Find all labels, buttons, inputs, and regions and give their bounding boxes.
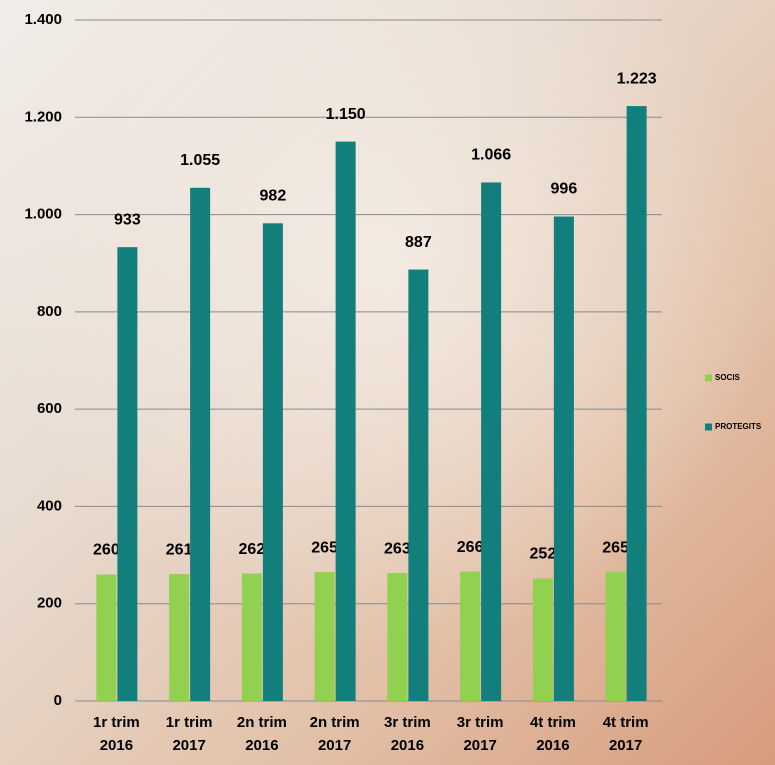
value-label: 1.223 <box>617 70 657 87</box>
x-tick-label: 2017 <box>609 737 642 754</box>
y-tick-label: 1.400 <box>24 11 62 28</box>
x-tick-label: 2016 <box>536 737 569 754</box>
bar <box>606 572 626 701</box>
y-tick-label: 200 <box>37 595 62 612</box>
x-tick-label: 4t trim <box>530 714 576 731</box>
value-label: 265 <box>602 539 629 556</box>
value-label: 265 <box>311 539 338 556</box>
value-label: 982 <box>260 188 287 205</box>
value-label: 933 <box>114 211 141 228</box>
value-label: 266 <box>457 539 484 556</box>
bar <box>117 247 137 701</box>
y-tick-label: 400 <box>37 497 62 514</box>
bar <box>460 572 480 701</box>
x-tick-label: 3r trim <box>384 714 431 731</box>
y-tick-label: 1.000 <box>24 206 62 223</box>
bar <box>263 223 283 701</box>
x-tick-label: 2n trim <box>237 714 287 731</box>
bar <box>315 572 335 701</box>
bar <box>242 574 262 701</box>
bar <box>336 142 356 701</box>
chart: 0 200 400 600 800 1.000 1.200 1.400 1r trim 2016 2… <box>0 0 775 765</box>
bar <box>481 182 501 701</box>
x-tick-label: 2016 <box>245 737 278 754</box>
legend-swatch <box>705 424 712 431</box>
value-label: 1.150 <box>326 106 366 123</box>
x-tick-label: 2016 <box>100 737 133 754</box>
y-tick-label: 1.200 <box>24 108 62 125</box>
value-label: 260 <box>93 542 120 559</box>
bar <box>554 217 574 701</box>
x-tick-label: 2017 <box>463 737 496 754</box>
value-label: 263 <box>384 540 411 557</box>
bar <box>387 573 407 701</box>
bar <box>533 578 553 701</box>
legend-swatch <box>705 375 712 382</box>
x-tick-label: 3r trim <box>457 714 504 731</box>
x-tick-label: 2016 <box>391 737 424 754</box>
y-tick-label: 0 <box>54 692 62 709</box>
bar <box>96 575 116 701</box>
value-label: 261 <box>166 541 193 558</box>
value-label: 996 <box>551 181 578 198</box>
bar <box>627 106 647 701</box>
y-tick-label: 600 <box>37 400 62 417</box>
value-label: 252 <box>530 546 557 563</box>
x-tick-label: 2017 <box>172 737 205 754</box>
y-tick-label: 800 <box>37 303 62 320</box>
x-tick-label: 4t trim <box>603 714 649 731</box>
value-label: 1.066 <box>471 147 511 164</box>
value-label: 887 <box>405 234 432 251</box>
value-label: 1.055 <box>180 152 220 169</box>
x-tick-label: 1r trim <box>166 714 213 731</box>
bar <box>169 574 189 701</box>
bar <box>190 188 210 701</box>
legend-label: PROTEGITS <box>715 422 762 431</box>
legend-label: SOCIS <box>715 373 741 382</box>
x-tick-label: 2017 <box>318 737 351 754</box>
bar <box>408 270 428 701</box>
value-label: 262 <box>239 541 266 558</box>
x-tick-label: 1r trim <box>93 714 140 731</box>
x-tick-label: 2n trim <box>310 714 360 731</box>
